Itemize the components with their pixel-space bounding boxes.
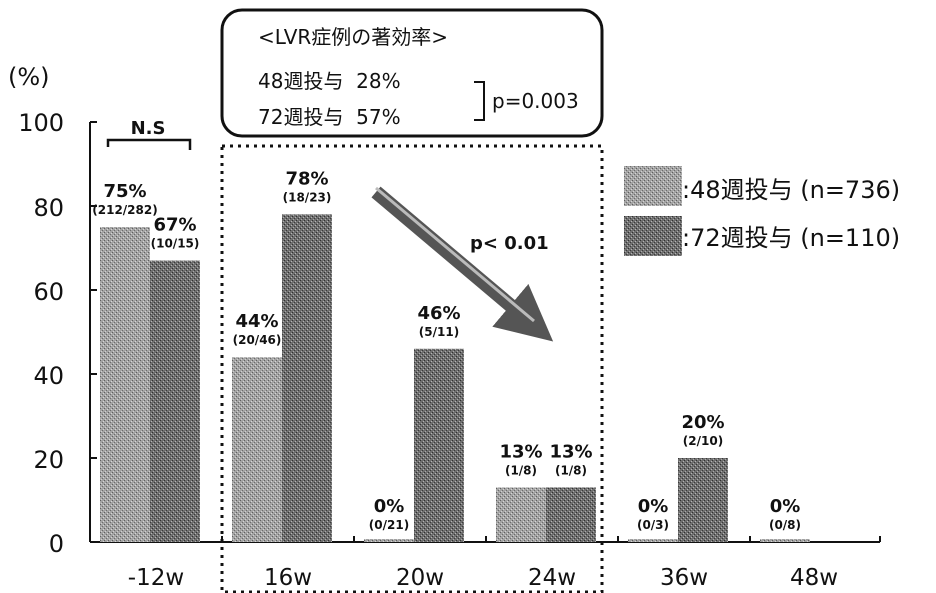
trend-arrow (371, 186, 554, 342)
y-tick-label: 40 (33, 362, 64, 390)
bar-value-label: 20% (681, 412, 724, 433)
ns-bracket (106, 138, 192, 150)
summary-box-line2: 72週投与 57% (258, 105, 401, 129)
bar-fraction-label: (0/8) (769, 518, 801, 532)
bar-48w (760, 539, 810, 542)
bar-fraction-label: (5/11) (419, 325, 459, 339)
bar-fraction-label: (0/21) (369, 518, 409, 532)
bar-value-label: 46% (417, 303, 460, 324)
bar-48w (628, 539, 678, 542)
bar-48w (364, 539, 414, 542)
y-tick-label: 0 (49, 530, 64, 558)
summary-box (220, 8, 604, 138)
p-bracket (474, 81, 485, 121)
bar-fraction-label: (0/3) (637, 518, 669, 532)
y-tick-label: 100 (18, 109, 64, 137)
legend-swatch-72w (624, 216, 682, 256)
bar-fraction-label: (2/10) (683, 434, 723, 448)
bar-value-label: 44% (235, 311, 278, 332)
bar-value-label: 67% (153, 215, 196, 236)
y-axis-label: (%) (8, 63, 50, 91)
x-tick-label: 16w (264, 565, 312, 591)
x-tick-label: -12w (128, 565, 184, 591)
highlight-region (220, 144, 604, 593)
bar-value-label: 13% (499, 441, 542, 462)
bar-fraction-label: (212/282) (92, 203, 157, 217)
summary-box-title: <LVR症例の著効率> (258, 25, 448, 49)
x-tick-label: 36w (660, 565, 708, 591)
trend-arrow-highlight (375, 186, 535, 323)
ns-annotation: N.S (131, 118, 166, 139)
bar-72w (282, 214, 332, 542)
bar-72w (546, 487, 596, 542)
x-tick-label: 48w (790, 565, 838, 591)
bar-72w (414, 348, 464, 542)
bar-fraction-label: (1/8) (505, 463, 537, 477)
bar-fraction-label: (20/46) (233, 333, 282, 347)
summary-box-pvalue: p=0.003 (492, 89, 579, 113)
bar-fraction-label: (10/15) (151, 237, 200, 251)
y-tick-label: 20 (33, 446, 64, 474)
bar-48w (496, 487, 546, 542)
legend-label-72w: :72週投与 (n=110) (682, 224, 900, 252)
x-tick-label: 24w (528, 565, 576, 591)
bar-72w (678, 458, 728, 542)
y-tick-label: 80 (33, 194, 64, 222)
trend-annotation: p< 0.01 (470, 233, 549, 254)
legend-label-48w: :48週投与 (n=736) (682, 176, 900, 204)
y-tick-label: 60 (33, 278, 64, 306)
bar-72w (150, 260, 200, 542)
summary-box-line1: 48週投与 28% (258, 69, 401, 93)
bar-value-label: 0% (770, 496, 801, 517)
bar-value-label: 0% (374, 496, 405, 517)
bar-fraction-label: (18/23) (283, 190, 332, 204)
bar-value-label: 13% (549, 441, 592, 462)
bar-value-label: 75% (103, 181, 146, 202)
legend-swatch-48w (624, 166, 682, 206)
bar-value-label: 78% (285, 168, 328, 189)
bar-48w (100, 227, 150, 542)
bar-48w (232, 357, 282, 542)
bar-fraction-label: (1/8) (555, 463, 587, 477)
x-tick-label: 20w (396, 565, 444, 591)
bar-value-label: 0% (638, 496, 669, 517)
